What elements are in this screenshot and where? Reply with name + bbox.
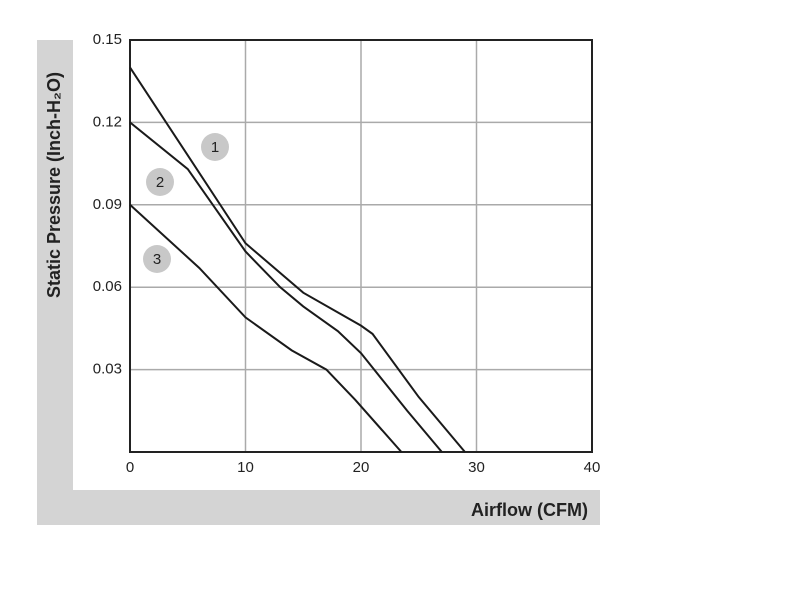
y-tick-label: 0.12 — [93, 113, 122, 130]
y-tick-label: 0.09 — [93, 196, 122, 213]
x-axis-title: Airflow (CFM) — [471, 500, 588, 520]
x-tick-label: 30 — [468, 459, 485, 476]
y-tick-label: 0.03 — [93, 361, 122, 378]
y-axis-title: Static Pressure (Inch-H₂O) — [44, 72, 64, 298]
series-label: 2 — [156, 174, 164, 191]
x-tick-label: 40 — [584, 459, 601, 476]
x-tick-label: 0 — [126, 459, 134, 476]
series-badge — [143, 245, 171, 273]
series-badge — [146, 168, 174, 196]
series-line — [129, 204, 403, 453]
series-badge — [201, 133, 229, 161]
plot-border — [129, 39, 593, 453]
x-tick-label: 10 — [237, 459, 254, 476]
series-label: 1 — [211, 139, 219, 156]
x-tick-label: 20 — [353, 459, 370, 476]
series-line — [129, 121, 443, 453]
series-line — [129, 66, 466, 453]
y-tick-label: 0.15 — [93, 31, 122, 48]
y-tick-label: 0.06 — [93, 278, 122, 295]
series-label: 3 — [153, 251, 161, 268]
